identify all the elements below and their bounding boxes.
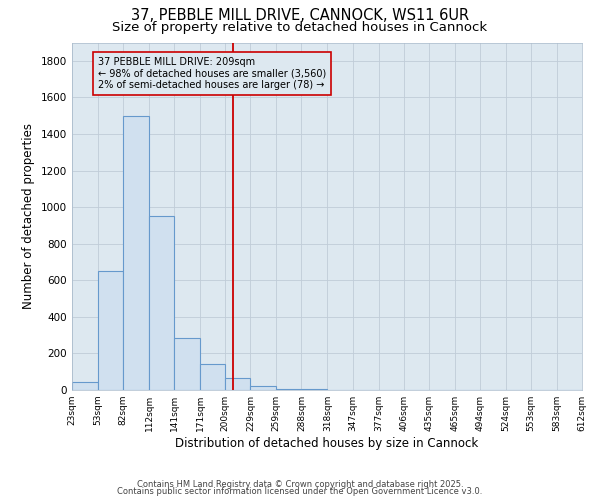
Text: Size of property relative to detached houses in Cannock: Size of property relative to detached ho… xyxy=(112,21,488,34)
Bar xyxy=(225,378,250,390)
Bar xyxy=(123,116,149,390)
Text: 37 PEBBLE MILL DRIVE: 209sqm
← 98% of detached houses are smaller (3,560)
2% of : 37 PEBBLE MILL DRIVE: 209sqm ← 98% of de… xyxy=(98,57,326,90)
Bar xyxy=(277,388,301,390)
Text: Contains public sector information licensed under the Open Government Licence v3: Contains public sector information licen… xyxy=(118,488,482,496)
Bar xyxy=(98,271,123,390)
Bar xyxy=(149,216,174,390)
Y-axis label: Number of detached properties: Number of detached properties xyxy=(22,123,35,309)
Text: 37, PEBBLE MILL DRIVE, CANNOCK, WS11 6UR: 37, PEBBLE MILL DRIVE, CANNOCK, WS11 6UR xyxy=(131,8,469,22)
Bar xyxy=(72,382,98,390)
Bar xyxy=(174,338,200,390)
X-axis label: Distribution of detached houses by size in Cannock: Distribution of detached houses by size … xyxy=(175,437,479,450)
Bar xyxy=(250,386,277,390)
Bar xyxy=(200,364,225,390)
Text: Contains HM Land Registry data © Crown copyright and database right 2025.: Contains HM Land Registry data © Crown c… xyxy=(137,480,463,489)
